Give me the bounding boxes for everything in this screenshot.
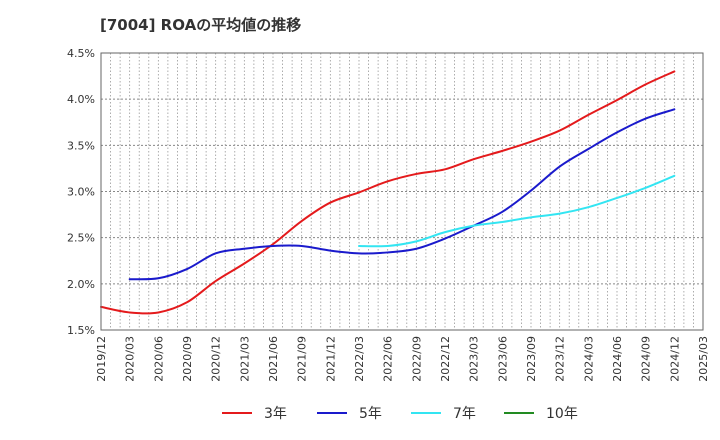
- x-tick-label: 2021/12: [324, 336, 337, 382]
- x-tick-label: 2020/03: [124, 336, 137, 382]
- x-tick-label: 2022/03: [353, 336, 366, 382]
- legend-label-2: 5年: [359, 406, 382, 422]
- x-tick-label: 2024/12: [668, 336, 681, 382]
- x-tick-label: 2020/06: [152, 336, 165, 382]
- grid-lines: [100, 52, 704, 331]
- x-tick-label: 2022/06: [382, 336, 395, 382]
- x-tick-label: 2022/09: [410, 336, 423, 382]
- y-tick-label: 3.0%: [67, 186, 95, 199]
- series-line-3: [358, 174, 676, 248]
- x-tick-label: 2020/09: [181, 336, 194, 382]
- series-line-1: [100, 70, 676, 315]
- x-tick-label: 2025/03: [697, 336, 710, 382]
- chart-title: [7004] ROAの平均値の推移: [100, 16, 302, 34]
- series-line-2: [128, 108, 676, 281]
- legend-label-3: 7年: [453, 406, 476, 422]
- legend-label-1: 3年: [264, 406, 287, 422]
- y-tick-label: 2.5%: [67, 232, 95, 245]
- y-tick-label: 2.0%: [67, 278, 95, 291]
- x-tick-label: 2022/12: [439, 336, 452, 382]
- series-lines: [100, 70, 676, 315]
- axis-labels: 1.5% 2.0% 2.5% 3.0% 3.5% 4.0% 4.5% 2019/12 2020/…: [67, 47, 710, 382]
- x-tick-label: 2023/03: [468, 336, 481, 382]
- y-tick-label: 4.5%: [67, 47, 95, 60]
- y-tick-label: 4.0%: [67, 93, 95, 106]
- x-tick-label: 2020/12: [210, 336, 223, 382]
- x-tick-label: 2024/09: [640, 336, 653, 382]
- x-tick-label: 2024/06: [611, 336, 624, 382]
- y-tick-label: 1.5%: [67, 324, 95, 337]
- legend: 3年 5年 7年 10年: [222, 406, 578, 422]
- x-tick-label: 2023/12: [554, 336, 567, 382]
- x-tick-label: 2019/12: [95, 336, 108, 382]
- x-tick-label: 2023/09: [525, 336, 538, 382]
- x-tick-label: 2023/06: [496, 336, 509, 382]
- x-tick-label: 2021/06: [267, 336, 280, 382]
- x-tick-label: 2024/03: [582, 336, 595, 382]
- plot-area: [100, 52, 704, 331]
- x-tick-label: 2021/09: [296, 336, 309, 382]
- y-tick-label: 3.5%: [67, 139, 95, 152]
- x-tick-label: 2021/03: [238, 336, 251, 382]
- legend-label-4: 10年: [546, 406, 578, 422]
